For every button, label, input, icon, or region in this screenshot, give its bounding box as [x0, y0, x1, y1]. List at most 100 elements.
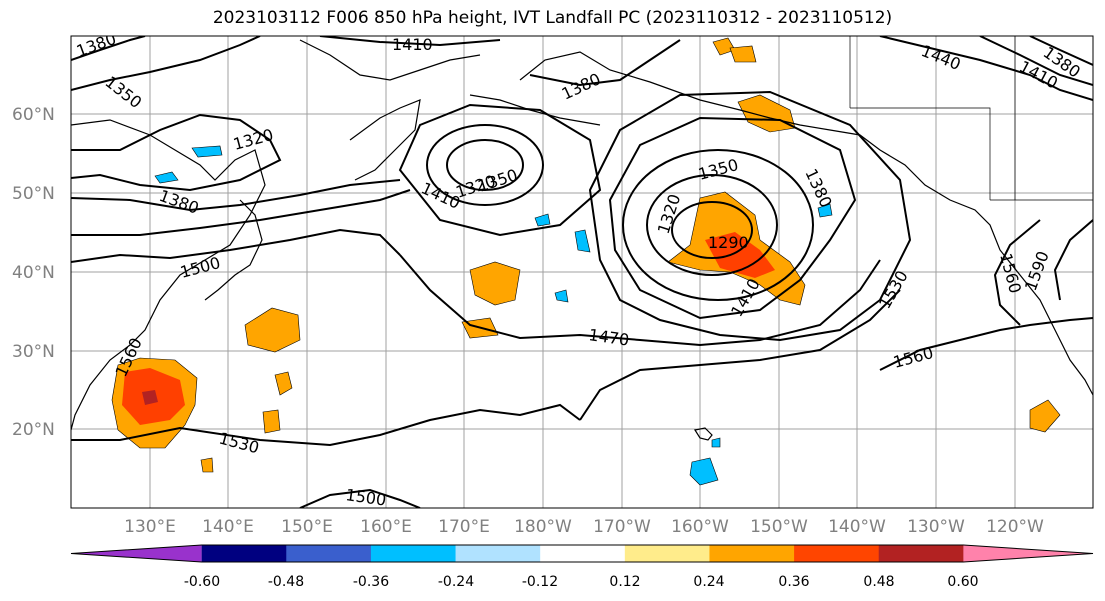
asia-coast — [71, 119, 266, 431]
ivt-patch-midpac-1 — [469, 261, 521, 306]
lat-label: 20°N — [12, 420, 55, 440]
latitude-axis: 60°N 50°N 40°N 30°N 20°N — [12, 105, 55, 440]
colorbar-segment — [455, 545, 541, 562]
colorbar-tick-label: 0.36 — [778, 574, 809, 590]
colorbar-segment — [963, 545, 1093, 562]
ivt-patch-east — [1029, 399, 1061, 433]
contour-low-1350 — [622, 149, 814, 301]
contour-1470 — [399, 254, 881, 347]
japan — [204, 199, 263, 301]
lon-label: 130°E — [124, 517, 176, 537]
contour-label: 1410 — [392, 35, 433, 54]
lon-label: 130°W — [907, 517, 965, 537]
hawaii — [694, 427, 713, 441]
contour-low-1320 — [646, 174, 778, 276]
colorbar-segment — [201, 545, 287, 562]
contour-bering-1380 — [426, 124, 544, 206]
contour-1560 — [879, 317, 1093, 371]
ivt-patch-neg-7 — [817, 203, 833, 218]
colorbar-segment — [794, 545, 880, 562]
ivt-patch-neg-4 — [554, 289, 569, 303]
contour-1440-ne — [879, 36, 1093, 101]
ivt-patch-low-core — [705, 232, 775, 278]
lon-label: 160°W — [671, 517, 729, 537]
ivt-patch-small-1 — [274, 371, 293, 396]
colorbar-tick-label: -0.12 — [522, 574, 558, 590]
contour-low-1380 — [608, 116, 857, 320]
colorbar-segment — [540, 545, 626, 562]
colorbar-tick-label: 0.60 — [947, 574, 978, 590]
lon-label: 170°E — [438, 517, 490, 537]
contour-1410-n — [319, 36, 501, 47]
ivt-patch-neg-5 — [154, 171, 179, 184]
colorbar-segment — [71, 545, 202, 562]
ivt-patch-small-2 — [262, 409, 281, 434]
lat-label: 50°N — [12, 184, 55, 204]
lon-label: 170°W — [593, 517, 651, 537]
colorbar-outline — [70, 544, 1094, 563]
colorbar — [70, 544, 1094, 563]
colorbar-segment — [624, 545, 710, 562]
ivt-patch-westpac-max — [142, 390, 158, 405]
contour-bering-1350 — [446, 139, 524, 191]
colorbar-segment — [709, 545, 795, 562]
colorbar-tick-label: -0.60 — [184, 574, 220, 590]
contour-1500-west — [71, 228, 401, 263]
contour-1530-east — [579, 289, 901, 421]
lat-label: 40°N — [12, 263, 55, 283]
lat-label: 30°N — [12, 342, 55, 362]
contour-1530-west — [71, 403, 581, 447]
longitude-axis: 130°E 140°E 150°E 160°E 170°E 180°W 170°… — [124, 517, 1044, 537]
colorbar-tick-label: -0.36 — [353, 574, 389, 590]
contour-low-1410 — [588, 90, 912, 342]
contour-1380-west — [71, 179, 401, 212]
lat-label: 60°N — [12, 105, 55, 125]
contour-1590 — [1053, 219, 1093, 301]
colorbar-segment — [286, 545, 372, 562]
ivt-patch-neg-3 — [534, 213, 551, 227]
contour-1410-ne — [979, 36, 1093, 86]
contour-bering-1410 — [398, 103, 602, 237]
colorbar-tick-label: 0.24 — [693, 574, 724, 590]
colorbar-tick-label: 0.48 — [863, 574, 894, 590]
colorbar-tick-label: -0.48 — [268, 574, 304, 590]
ivt-patch-small-3 — [200, 457, 214, 473]
ivt-patch-jp-south — [244, 307, 301, 353]
height-contours — [71, 36, 1093, 508]
ivt-anomaly-fills — [111, 37, 1061, 486]
kamchatka — [349, 99, 421, 181]
political-boundaries — [849, 36, 1093, 201]
lon-label: 160°E — [360, 517, 412, 537]
lon-label: 140°E — [202, 517, 254, 537]
colorbar-segment — [878, 545, 964, 562]
colorbar-ticks: -0.60 -0.48 -0.36 -0.24 -0.12 0.12 0.24 … — [184, 574, 979, 590]
ivt-patch-neg-1 — [689, 457, 719, 486]
ivt-patch-neg-2 — [574, 229, 591, 253]
contour-1410-west — [71, 189, 411, 236]
colorbar-segment — [370, 545, 457, 562]
contour-1320-north — [71, 113, 282, 192]
chart-title: 2023103112 F006 850 hPa height, IVT Land… — [212, 8, 893, 28]
contour-1350-nw — [71, 36, 261, 91]
lon-label: 180°W — [514, 517, 572, 537]
lon-label: 150°W — [750, 517, 808, 537]
ivt-patch-bering-2 — [729, 45, 757, 63]
contour-1500-south — [299, 488, 421, 508]
alaska-coast — [519, 51, 1093, 396]
contour-1380-n — [529, 39, 681, 87]
contour-label: 1290 — [708, 233, 749, 252]
ivt-patch-neg-6 — [191, 145, 223, 158]
colorbar-tick-label: -0.24 — [438, 574, 474, 590]
ivt-patch-neg-8 — [711, 437, 721, 448]
contour-1380-ne — [1029, 36, 1093, 66]
contour-1380-nw — [71, 36, 146, 61]
lon-label: 150°E — [281, 517, 333, 537]
siberia-coast — [299, 39, 481, 81]
contour-label: 1500 — [344, 485, 387, 509]
lon-label: 140°W — [828, 517, 886, 537]
contour-1560-east — [993, 219, 1041, 326]
map-frame — [70, 35, 1094, 509]
colorbar-tick-label: 0.12 — [609, 574, 640, 590]
contour-low-1290 — [671, 201, 753, 259]
